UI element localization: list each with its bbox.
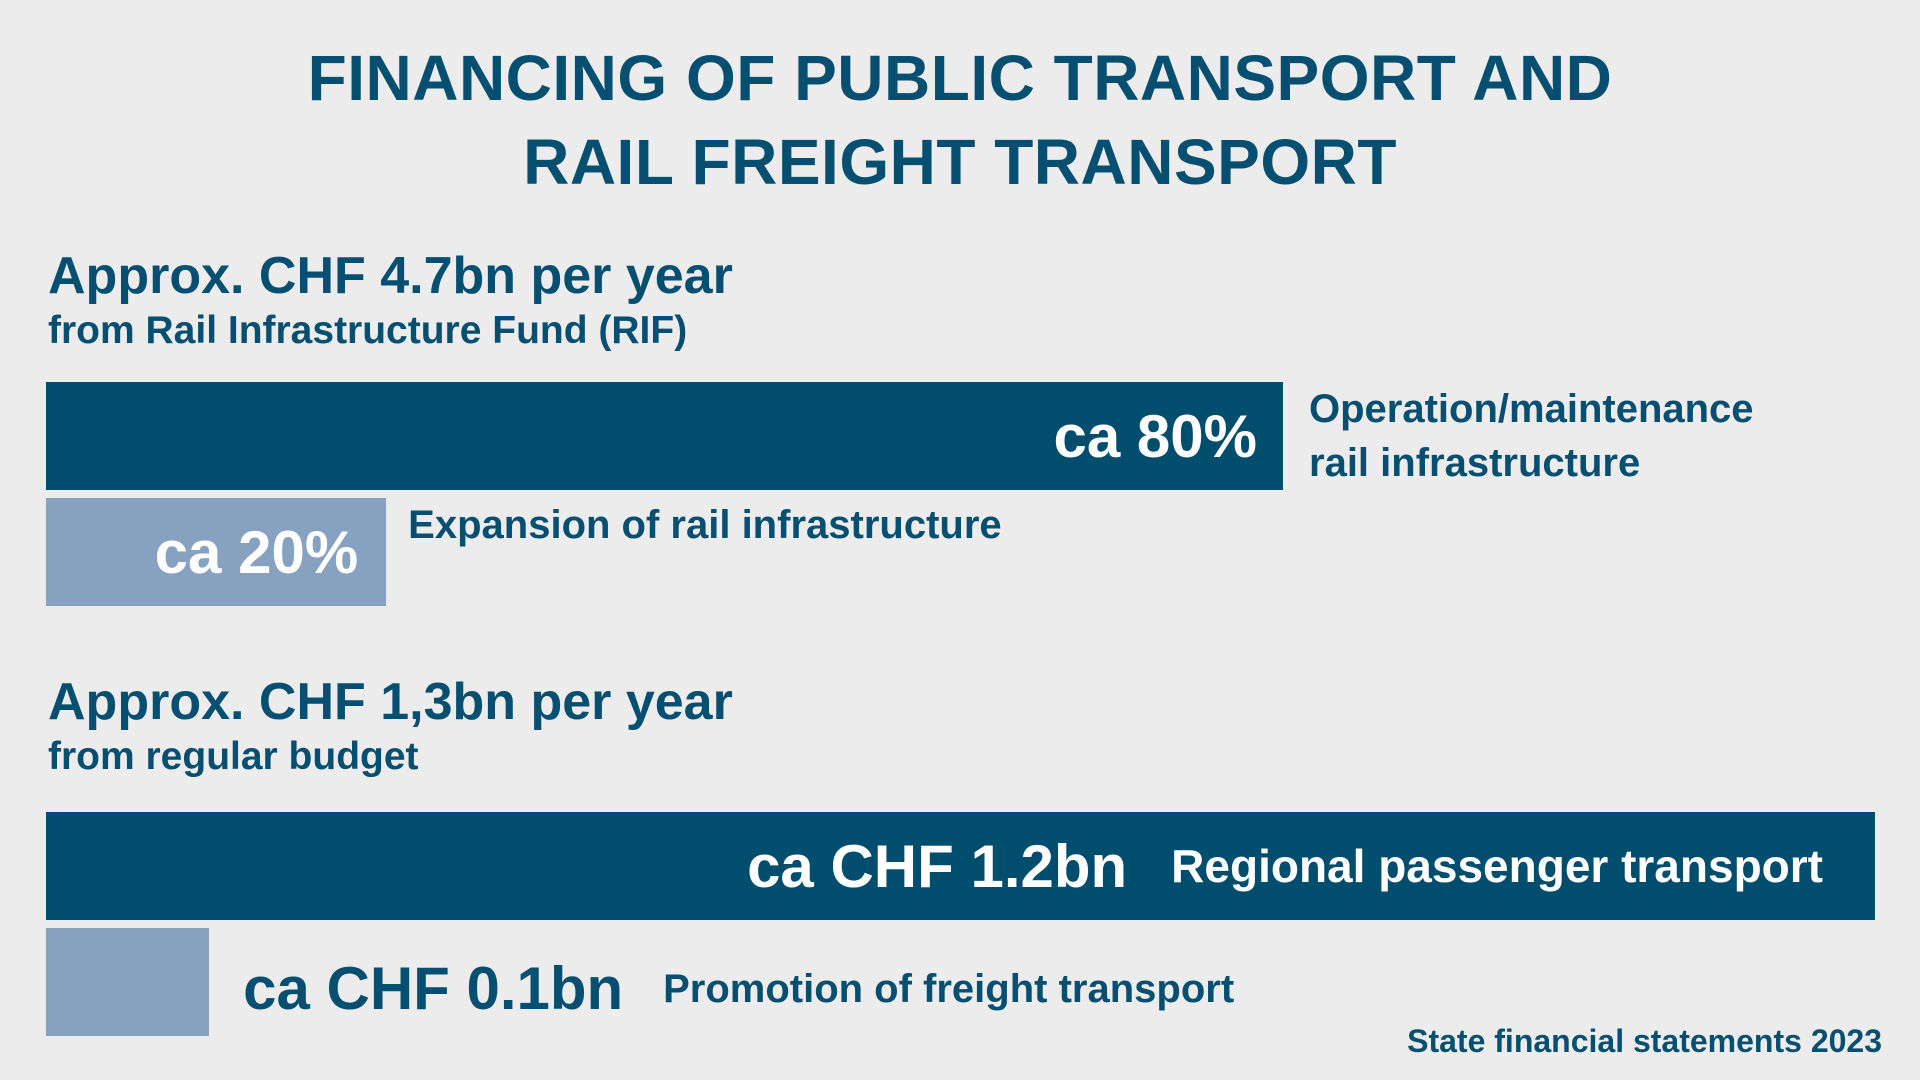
category-label-regional-passenger: Regional passenger transport: [1171, 840, 1823, 892]
budget-amount: Approx. CHF 1,3bn per year: [48, 673, 733, 731]
category-label-expansion: Expansion of rail infrastructure: [408, 503, 1002, 547]
title-line-2: RAIL FREIGHT TRANSPORT: [523, 126, 1397, 198]
budget-source: from regular budget: [48, 735, 419, 778]
bar-value-label: ca 20%: [154, 518, 359, 586]
source-note: State financial statements 2023: [1407, 1023, 1882, 1059]
rif-section-heading: Approx. CHF 4.7bn per year from Rail Inf…: [48, 246, 733, 356]
title-line-1: FINANCING OF PUBLIC TRANSPORT AND: [307, 42, 1613, 114]
category-label-operation-maintenance: Operation/maintenance rail infrastructur…: [1309, 382, 1754, 490]
bar-value-label: ca CHF 1.2bn: [747, 832, 1128, 900]
rif-source: from Rail Infrastructure Fund (RIF): [48, 309, 688, 352]
bar-value-label-freight: ca CHF 0.1bn: [243, 955, 624, 1022]
bar-operation-maintenance: ca 80%: [46, 382, 1283, 490]
rif-amount: Approx. CHF 4.7bn per year: [48, 247, 733, 305]
bar-expansion: ca 20%: [46, 498, 387, 606]
category-label-line: rail infrastructure: [1309, 441, 1641, 485]
category-label-line: Operation/maintenance: [1309, 387, 1754, 431]
page-title: FINANCING OF PUBLIC TRANSPORT AND RAIL F…: [0, 36, 1920, 204]
bar-freight-promotion: [46, 928, 210, 1036]
budget-section-heading: Approx. CHF 1,3bn per year from regular …: [48, 672, 733, 782]
bar-value-label: ca 80%: [1053, 402, 1258, 470]
category-label-freight: Promotion of freight transport: [663, 967, 1235, 1011]
bar-regional-passenger: ca CHF 1.2bn Regional passenger transpor…: [46, 812, 1875, 920]
